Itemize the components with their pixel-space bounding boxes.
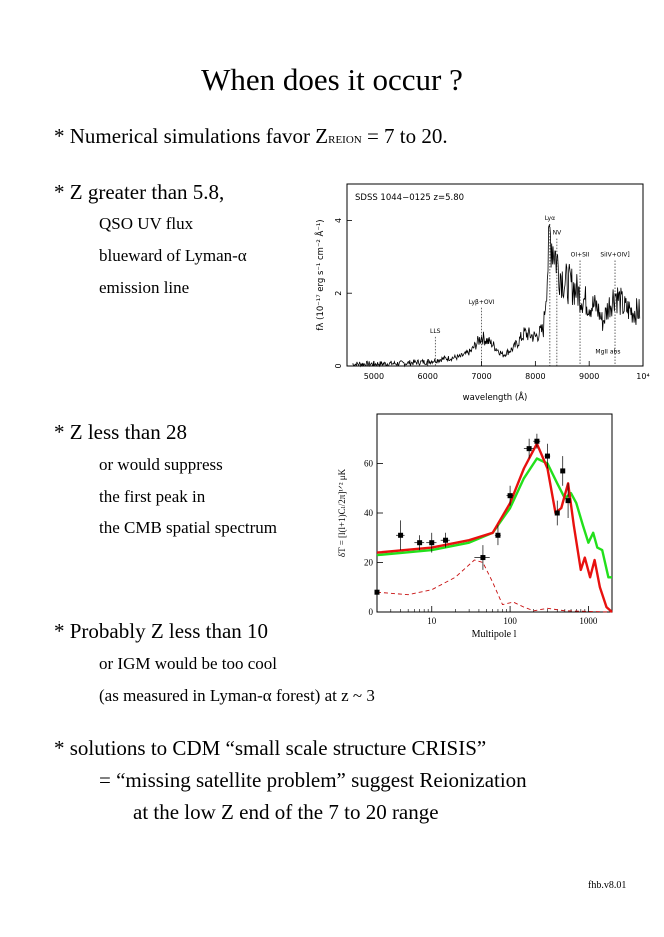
bullet-z58-line-2: blueward of Lyman-α [99,246,247,265]
spectrum-annotation-label: OI+SII [571,251,590,258]
spectrum-ylabel: fλ (10⁻¹⁷ erg s⁻¹ cm⁻² Å⁻¹) [314,219,326,330]
bullet-cdm-line-1: = “missing satellite problem” suggest Re… [99,768,527,792]
cmb-ylabel: δT = [l(l+1)Cₗ/2π]¹ᐟ² μK [337,468,347,557]
quasar-spectrum-chart: SDSS 1044−0125 z=5.80 5000 6000 7000 8000 90… [314,183,650,403]
bullet-reion-post: = 7 to 20. [361,124,448,148]
spectrum-xtick-label: 7000 [471,372,491,381]
cmb-ytick-label: 60 [364,459,374,469]
spectrum-ytick-label: 0 [334,363,343,368]
spectrum-annotation-label: Lyα [545,215,555,222]
bullet-z28-line-1: or would suppress [99,455,223,474]
cmb-data-point [494,525,501,546]
spectrum-xtick-label: 6000 [418,372,438,381]
bullet-z10-head: * Probably Z less than 10 [54,619,269,643]
page-title: When does it occur ? [201,62,463,97]
cmb-spectrum-chart: 10 100 1000 0 20 40 60 Multipole l δT = [l(l+1… [337,413,613,640]
cmb-ytick-label: 20 [364,558,374,568]
cmb-data-point [396,520,405,551]
bullet-z10-line-2: (as measured in Lyman-α forest) at z ~ 3 [99,686,375,705]
bullet-z58-head: * Z greater than 5.8, [54,180,225,204]
bullet-z28-line-3: the CMB spatial spectrum [99,518,278,537]
bullet-cdm-head: * solutions to CDM “small scale structur… [54,736,487,760]
cmb-data-point [374,577,380,608]
cmb-data-point [565,483,571,518]
bullet-reion: * Numerical simulations favor ZREION = 7… [54,124,448,149]
cmb-xtick-label: 100 [503,616,517,626]
cmb-data-point [506,485,514,506]
spectrum-annotation-label: LLS [430,328,441,335]
footer-label: fhb.v8.01 [588,880,627,891]
spectrum-frame [346,183,644,367]
spectrum-annotation-label: NV [553,230,562,237]
spectrum-annotation-label: MgII abs [595,348,620,355]
cmb-xtick-label: 1000 [579,616,598,626]
bullet-reion-pre: * Numerical simulations favor Z [54,124,329,148]
spectrum-xtick-label: 10⁴ [636,372,649,381]
cmb-model-line [376,559,613,613]
cmb-data-point [533,433,541,449]
cmb-frame [376,413,613,613]
cmb-model-line [376,442,613,613]
cmb-ytick-label: 40 [364,508,374,518]
bullet-reion-sub: REION [328,134,362,146]
cmb-data-point [560,456,566,486]
bullet-cdm-line-2: at the low Z end of the 7 to 20 range [133,800,439,824]
cmb-data-point [474,545,490,570]
bullet-z10-line-1: or IGM would be too cool [99,654,278,673]
bullet-z58-line-1: QSO UV flux [99,214,194,233]
spectrum-flux-line [352,224,641,368]
spectrum-xlabel: wavelength (Å) [463,391,528,403]
cmb-data-point [440,532,450,548]
spectrum-annotation-label: Lyβ+OVI [469,299,495,306]
cmb-model-line [376,457,612,579]
spectrum-ytick-label: 2 [334,291,343,296]
spectrum-ytick-label: 4 [334,218,343,223]
spectrum-xtick-label: 5000 [364,372,384,381]
spectrum-xtick-label: 9000 [579,372,599,381]
bullet-z28-line-2: the first peak in [99,487,206,506]
bullet-z58-line-3: emission line [99,278,190,297]
cmb-data-point [426,532,437,553]
cmb-data-point [554,500,560,526]
cmb-data-point [544,443,551,469]
cmb-ytick-label: 0 [369,607,374,617]
cmb-data-point [414,535,425,551]
spectrum-title: SDSS 1044−0125 z=5.80 [355,193,464,203]
cmb-xtick-label: 10 [427,616,437,626]
spectrum-annotation-label: SiIV+OIV] [600,251,629,258]
bullet-z28-head: * Z less than 28 [54,420,187,444]
spectrum-xtick-label: 8000 [525,372,545,381]
cmb-data-point [523,438,534,459]
cmb-xlabel: Multipole l [472,629,517,640]
